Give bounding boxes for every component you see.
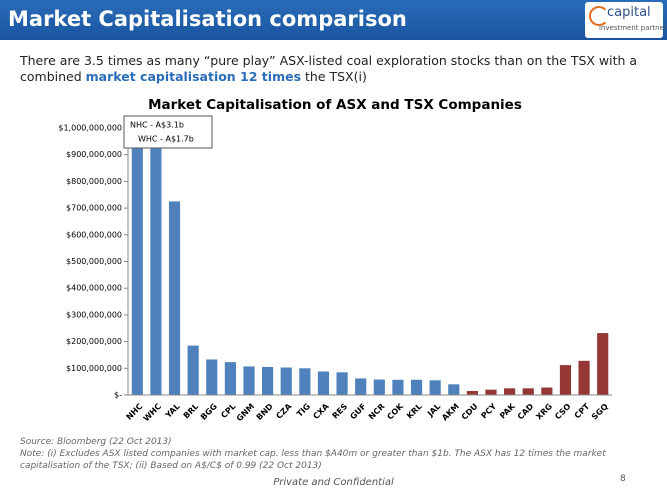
bar [262, 366, 274, 395]
y-tick-label: $100,000,000 [66, 364, 122, 373]
logo: capital investment partners [585, 2, 667, 38]
bar [224, 362, 236, 395]
x-tick-label: PCY [479, 402, 498, 421]
x-tick-label: XRG [534, 402, 554, 422]
chart: Market Capitalisation of ASX and TSX Com… [58, 97, 612, 424]
y-tick-label: $500,000,000 [66, 257, 122, 266]
logo-name: capital [607, 5, 651, 20]
x-tick-label: BGG [199, 402, 219, 422]
bar [429, 380, 441, 395]
bar [206, 359, 218, 395]
y-tick-label: $800,000,000 [66, 177, 122, 186]
x-tick-label: PAK [498, 401, 517, 420]
y-tick-label: $1,000,000,000 [58, 124, 122, 133]
bar [578, 360, 590, 395]
x-tick-label: CDU [460, 402, 480, 422]
y-tick-label: $200,000,000 [66, 337, 122, 346]
header-bar: Market Capitalisation comparison capital… [0, 0, 667, 40]
subtitle-text: There are 3.5 times as many “pure play” … [20, 53, 638, 84]
x-tick-label: CZA [274, 401, 294, 421]
annotation: NHC - A$3.1b [130, 121, 184, 130]
x-tick-label: KRL [405, 402, 424, 421]
bar [355, 378, 367, 395]
bar [168, 201, 181, 395]
x-tick-label: CPT [573, 401, 592, 420]
note: Note: (i) Excludes ASX listed companies … [20, 449, 606, 471]
logo-tagline: investment partners [599, 24, 667, 32]
y-tick-label: $300,000,000 [66, 310, 122, 319]
x-tick-label: CSO [553, 402, 573, 422]
bar [410, 379, 423, 395]
bar [522, 388, 534, 395]
x-tick-label: NCR [367, 402, 387, 422]
y-tick-label: $900,000,000 [66, 150, 122, 159]
x-tick-label: AKM [440, 402, 461, 423]
bar [541, 387, 553, 395]
bar [392, 379, 404, 395]
x-tick-label: CAD [516, 402, 536, 422]
bar [131, 128, 143, 395]
x-tick-label: BRL [182, 402, 201, 421]
logo-mark [589, 6, 609, 26]
x-tick-label: BND [255, 402, 275, 422]
bar [373, 379, 385, 395]
x-tick-label: SGQ [590, 402, 610, 422]
bar [317, 371, 330, 395]
bar [299, 368, 311, 395]
chart-title: Market Capitalisation of ASX and TSX Com… [148, 97, 522, 113]
subtitle-highlight: market capitalisation 12 times [85, 69, 302, 84]
footer: Private and Confidential [273, 477, 394, 488]
subtitle: There are 3.5 times as many “pure play” … [20, 53, 650, 85]
x-tick-label: RES [331, 402, 350, 421]
subtitle-text: the TSX(i) [301, 69, 367, 84]
x-tick-label: NHC [125, 402, 145, 422]
bar [504, 388, 516, 395]
notes: Source: Bloomberg (22 Oct 2013) Note: (i… [20, 436, 640, 472]
bar [336, 372, 348, 395]
annotation-box [123, 115, 213, 149]
page-number: 8 [620, 474, 626, 484]
bar [448, 384, 460, 395]
bar [559, 365, 572, 395]
y-tick-label: $600,000,000 [66, 230, 122, 239]
y-tick-label: $400,000,000 [66, 284, 122, 293]
x-tick-label: GNM [235, 402, 256, 423]
bar [187, 345, 199, 395]
y-tick-label: $700,000,000 [66, 204, 122, 213]
plot-area [131, 128, 609, 395]
slide-title: Market Capitalisation comparison [8, 7, 407, 31]
bar [280, 367, 292, 395]
y-tick-label: $- [114, 391, 122, 400]
x-tick-label: WHC [142, 402, 164, 424]
x-tick-label: CXA [311, 401, 331, 421]
x-tick-label: COK [385, 401, 405, 421]
bar [150, 128, 162, 395]
x-tick-label: GUF [348, 402, 367, 421]
bar [485, 389, 497, 395]
x-tick-label: YAL [163, 402, 182, 421]
source: Source: Bloomberg (22 Oct 2013) [20, 437, 172, 447]
annotation: WHC - A$1.7b [138, 135, 194, 144]
bar [597, 333, 609, 395]
bar [466, 390, 478, 395]
bar [243, 366, 255, 395]
x-tick-label: TIG [295, 402, 312, 419]
